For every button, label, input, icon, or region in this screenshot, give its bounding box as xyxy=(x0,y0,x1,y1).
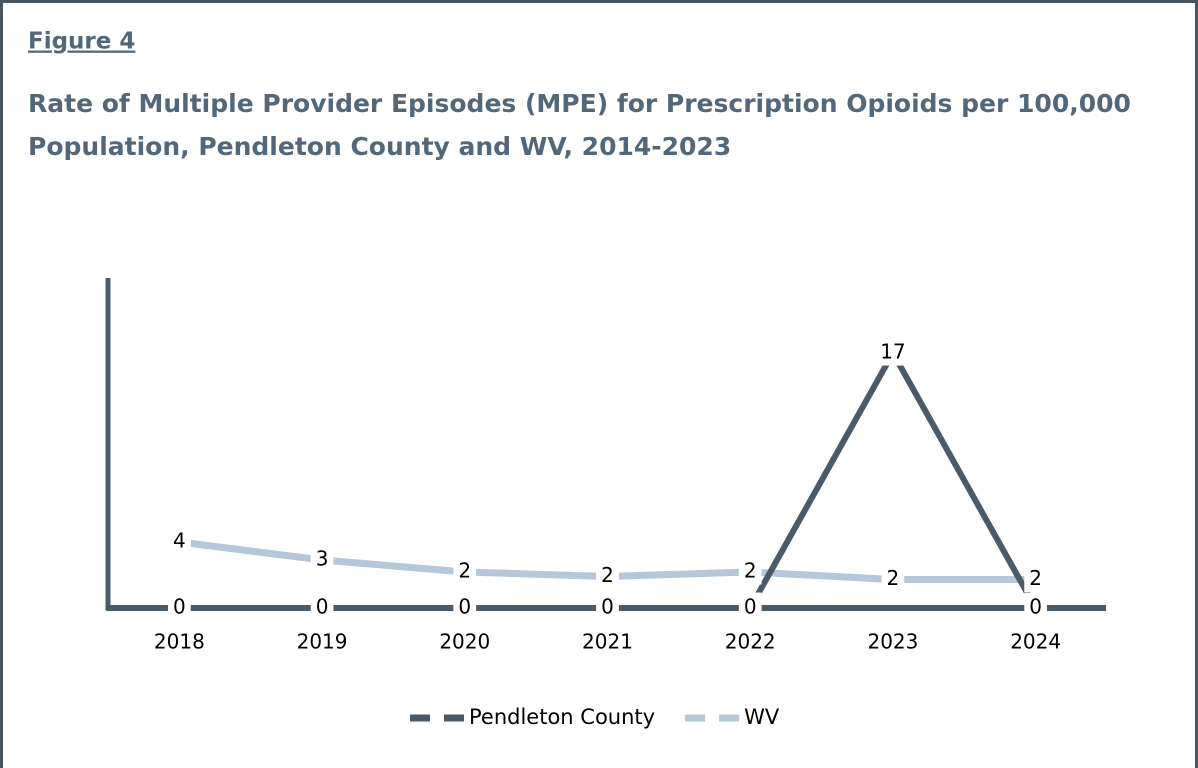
data-label-bg xyxy=(881,564,905,592)
x-tick-label: 2022 xyxy=(725,630,776,654)
data-label-bg xyxy=(738,592,762,621)
data-label-bg xyxy=(1024,564,1048,592)
x-tick-label: 2018 xyxy=(154,630,205,654)
chart-title: Rate of Multiple Provider Episodes (MPE)… xyxy=(28,89,1131,118)
data-label: 2 xyxy=(601,563,614,587)
data-label: 2 xyxy=(1029,566,1042,590)
x-tick-label: 2019 xyxy=(297,630,348,654)
x-tick-label: 2020 xyxy=(439,630,490,654)
data-label: 2 xyxy=(744,559,757,583)
chart-subtitle: Population, Pendleton County and WV, 201… xyxy=(28,132,731,161)
figure-label: Figure 4 xyxy=(28,29,135,55)
data-label-bg xyxy=(596,561,619,589)
data-label: 3 xyxy=(316,547,329,571)
data-label: 0 xyxy=(744,595,757,619)
data-label: 0 xyxy=(316,595,329,619)
data-label-bg xyxy=(1024,592,1048,621)
data-label: 0 xyxy=(458,595,471,619)
data-label: 0 xyxy=(173,595,186,619)
legend-label: WV xyxy=(744,705,780,729)
x-tick-label: 2024 xyxy=(1010,630,1061,654)
legend-label: Pendleton County xyxy=(469,705,655,729)
data-label: 0 xyxy=(1029,595,1042,619)
data-label: 4 xyxy=(173,529,186,553)
data-label-bg xyxy=(596,592,619,621)
data-label-bg xyxy=(875,337,911,366)
data-label: 17 xyxy=(880,340,905,364)
data-label: 2 xyxy=(458,559,471,583)
x-tick-label: 2021 xyxy=(582,630,633,654)
data-label-bg xyxy=(310,544,334,573)
data-label: 0 xyxy=(601,595,614,619)
data-label-bg xyxy=(167,526,191,555)
data-label-bg xyxy=(167,592,191,621)
data-label-bg xyxy=(310,592,334,621)
data-label: 2 xyxy=(887,566,900,590)
data-label-bg xyxy=(453,556,477,585)
data-label-bg xyxy=(453,592,477,621)
x-tick-label: 2023 xyxy=(867,630,918,654)
data-label-bg xyxy=(738,556,762,585)
